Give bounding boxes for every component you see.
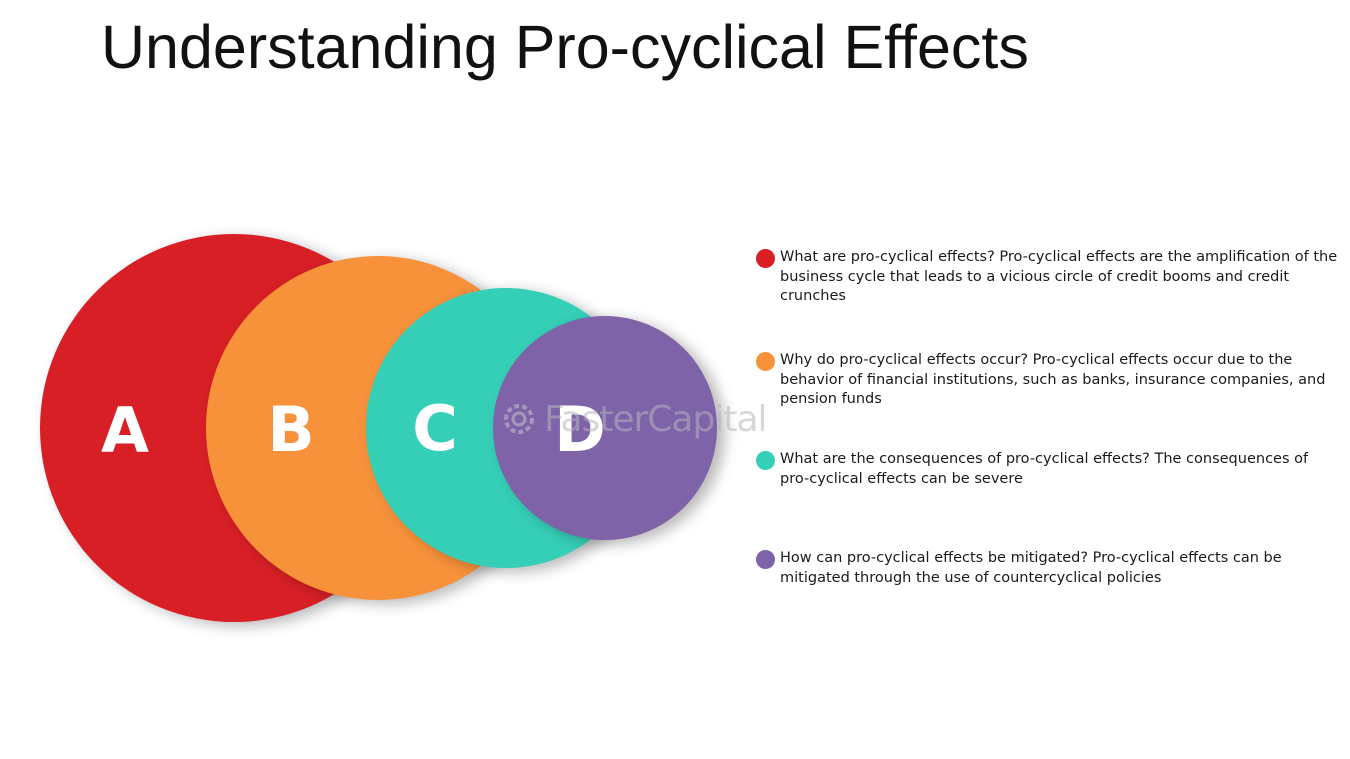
legend-item-c: What are the consequences of pro-cyclica… — [756, 450, 1340, 489]
bullet-icon-teal — [756, 451, 775, 470]
circle-d-label: D — [554, 393, 606, 466]
circle-c-label: C — [412, 392, 458, 465]
legend-item-d: How can pro-cyclical effects be mitigate… — [756, 549, 1340, 588]
page-title: Understanding Pro-cyclical Effects — [101, 13, 1029, 81]
legend-text-c: What are the consequences of pro-cyclica… — [780, 451, 1309, 487]
legend-text-a: What are pro-cyclical effects? Pro-cycli… — [780, 249, 1338, 304]
circle-d: D — [493, 316, 717, 540]
legend-text-b: Why do pro-cyclical effects occur? Pro-c… — [780, 352, 1326, 407]
bullet-icon-red — [756, 249, 775, 268]
circle-a-label: A — [101, 394, 149, 467]
legend-text-d: How can pro-cyclical effects be mitigate… — [780, 550, 1282, 586]
legend-item-a: What are pro-cyclical effects? Pro-cycli… — [756, 248, 1340, 307]
circle-b-label: B — [267, 393, 315, 466]
bullet-icon-orange — [756, 352, 775, 371]
bullet-icon-purple — [756, 550, 775, 569]
legend-item-b: Why do pro-cyclical effects occur? Pro-c… — [756, 351, 1340, 410]
